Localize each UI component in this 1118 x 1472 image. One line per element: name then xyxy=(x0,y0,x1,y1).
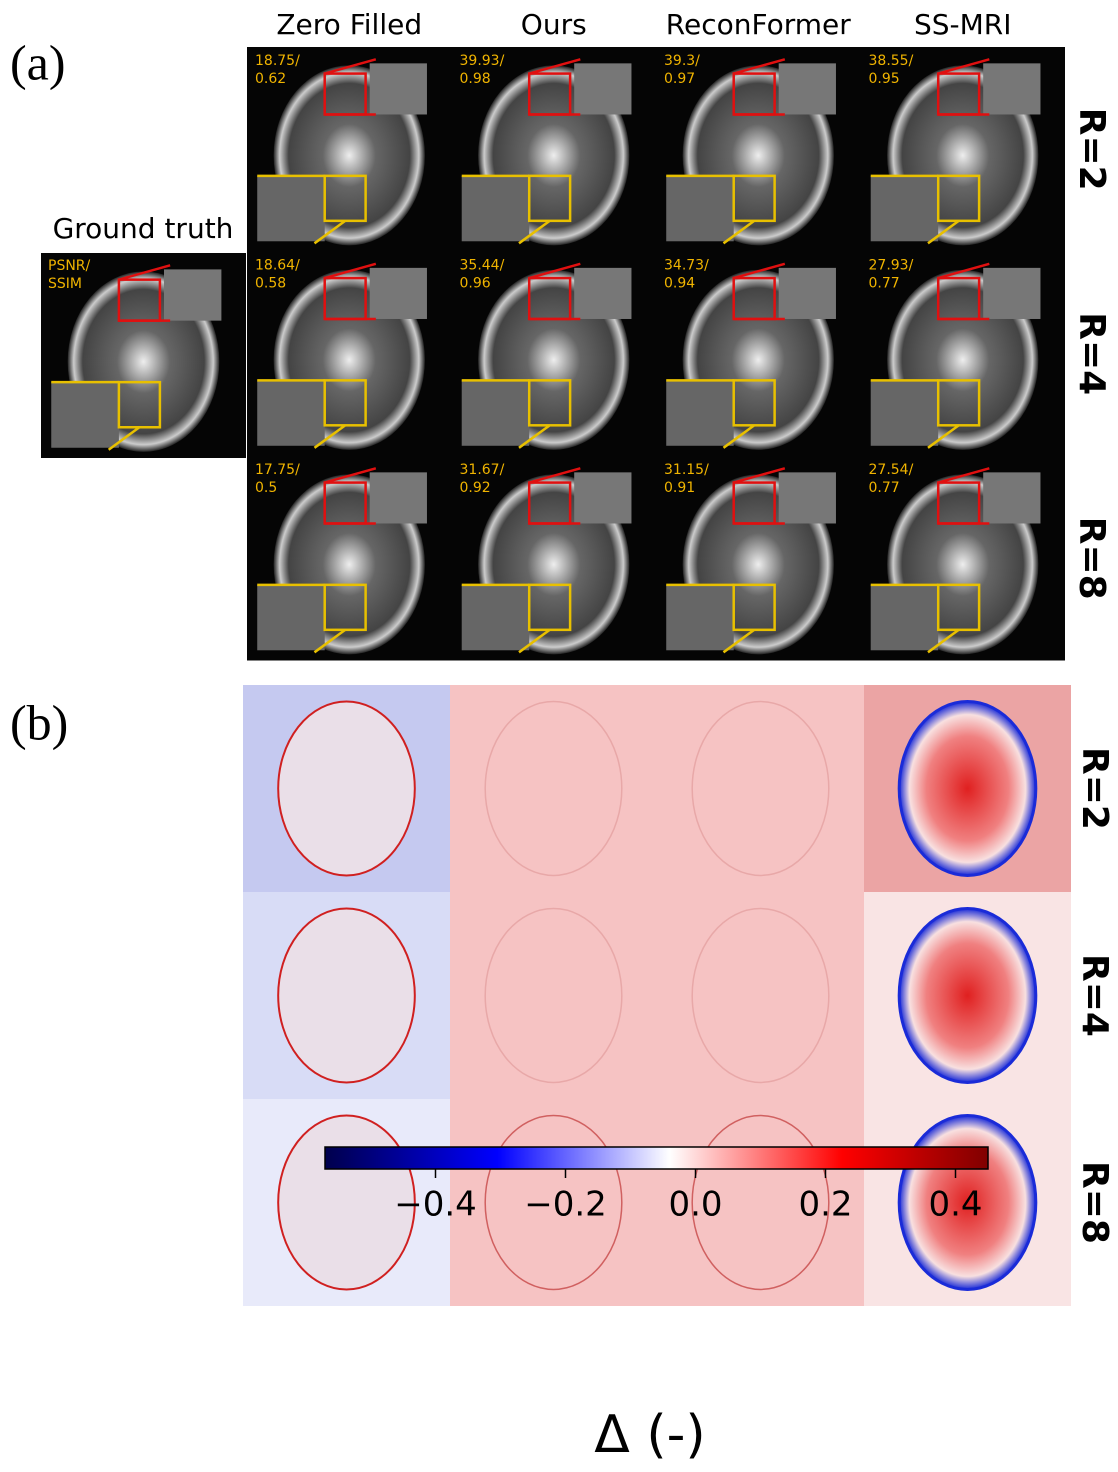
metric-label: SSIM xyxy=(48,276,82,292)
metric-label: 31.15/ xyxy=(664,462,709,478)
tick-label: 0.2 xyxy=(798,1185,852,1225)
column-header: Zero Filled xyxy=(276,8,422,41)
zoom-inset xyxy=(370,268,427,319)
metric-label: 17.75/ xyxy=(255,462,300,478)
zoom-inset xyxy=(370,472,427,523)
metric-label: 38.55/ xyxy=(869,53,914,69)
panel-label: (a) xyxy=(10,34,66,90)
metric-label: 0.95 xyxy=(869,71,900,87)
zoom-inset xyxy=(779,268,836,319)
error-region xyxy=(899,909,1036,1083)
metric-label: 0.92 xyxy=(460,480,491,496)
row-label: R=8 xyxy=(1071,517,1112,600)
column-header: Ours xyxy=(521,8,587,41)
tick-label: 0.4 xyxy=(928,1185,982,1225)
zoom-inset xyxy=(666,585,733,650)
colorbar-label: Δ (-) xyxy=(594,1405,705,1465)
zoom-inset xyxy=(871,380,938,445)
metric-label: 18.75/ xyxy=(255,53,300,69)
metric-label: 0.62 xyxy=(255,71,286,87)
difference-map xyxy=(450,685,657,892)
metric-label: 18.64/ xyxy=(255,258,300,274)
tick-label: 0.0 xyxy=(668,1185,722,1225)
metric-label: 34.73/ xyxy=(664,258,709,274)
metric-label: 0.91 xyxy=(664,480,695,496)
metric-label: 0.96 xyxy=(460,276,491,292)
difference-map xyxy=(657,685,864,892)
zoom-inset xyxy=(666,176,733,241)
zoom-inset xyxy=(164,269,221,320)
metric-label: 31.67/ xyxy=(460,462,505,478)
metric-label: 39.3/ xyxy=(664,53,700,69)
colorbar xyxy=(325,1147,988,1169)
zoom-inset xyxy=(462,585,529,650)
metric-label: 27.54/ xyxy=(869,462,914,478)
zoom-inset xyxy=(983,268,1040,319)
metric-label: 0.5 xyxy=(255,480,277,496)
zoom-inset xyxy=(257,380,324,445)
metric-label: 0.77 xyxy=(869,276,900,292)
metric-label: 0.97 xyxy=(664,71,695,87)
metric-label: 39.93/ xyxy=(460,53,505,69)
metric-label: 0.77 xyxy=(869,480,900,496)
row-label: R=8 xyxy=(1074,1161,1115,1244)
error-region xyxy=(278,702,415,876)
row-label: R=2 xyxy=(1074,747,1115,830)
metric-label: 35.44/ xyxy=(460,258,505,274)
zoom-inset xyxy=(257,585,324,650)
zoom-inset xyxy=(574,268,631,319)
zoom-inset xyxy=(370,63,427,114)
metric-label: 0.98 xyxy=(460,71,491,87)
metric-label: PSNR/ xyxy=(48,258,91,274)
zoom-inset xyxy=(983,472,1040,523)
tick-label: −0.2 xyxy=(524,1185,607,1225)
zoom-inset xyxy=(871,585,938,650)
metric-label: 27.93/ xyxy=(869,258,914,274)
panel-label: (b) xyxy=(10,694,68,750)
row-label: R=4 xyxy=(1071,312,1112,395)
zoom-inset xyxy=(574,472,631,523)
zoom-inset xyxy=(51,382,119,448)
zoom-inset xyxy=(871,176,938,241)
zoom-inset xyxy=(574,63,631,114)
error-region xyxy=(899,702,1036,876)
row-label: R=4 xyxy=(1074,954,1115,1037)
column-header: SS-MRI xyxy=(914,8,1012,41)
zoom-inset xyxy=(779,472,836,523)
zoom-inset xyxy=(666,380,733,445)
column-header: ReconFormer xyxy=(666,8,851,41)
zoom-inset xyxy=(462,380,529,445)
row-label: R=2 xyxy=(1071,108,1112,191)
figure: (a) (b) Ground truth Δ (-) PSNR/SSIM Zero… xyxy=(0,0,1118,1472)
error-region xyxy=(278,909,415,1083)
difference-map xyxy=(657,892,864,1099)
tick-label: −0.4 xyxy=(394,1185,477,1225)
difference-map xyxy=(450,892,657,1099)
zoom-inset xyxy=(779,63,836,114)
metric-label: 0.58 xyxy=(255,276,286,292)
ground-truth-title: Ground truth xyxy=(53,212,234,245)
zoom-inset xyxy=(257,176,324,241)
zoom-inset xyxy=(462,176,529,241)
metric-label: 0.94 xyxy=(664,276,695,292)
zoom-inset xyxy=(983,63,1040,114)
